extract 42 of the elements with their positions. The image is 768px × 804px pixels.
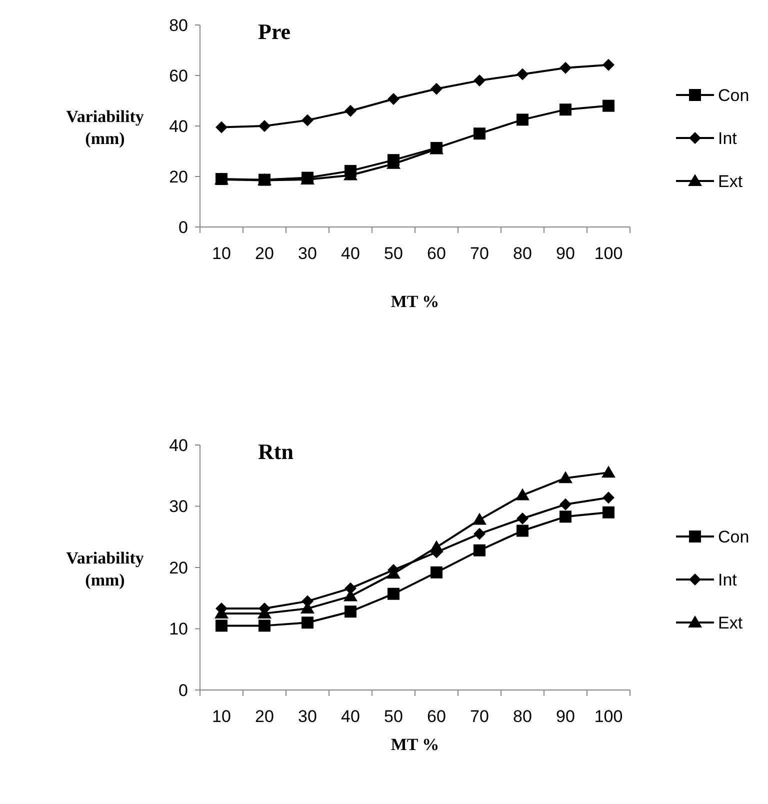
x-tick-label: 80: [513, 707, 532, 726]
y-tick-label: 60: [169, 66, 188, 86]
x-tick-label: 90: [556, 244, 575, 263]
legend-label: Ext: [718, 613, 743, 632]
legend-label: Int: [718, 570, 738, 590]
x-tick-label: 20: [255, 707, 274, 726]
y-tick-label: 20: [169, 558, 188, 578]
y-tick-label: 40: [169, 436, 188, 455]
y-axis-title: Variability (mm): [66, 548, 144, 590]
x-tick-label: 30: [298, 244, 317, 263]
x-tick-label: 50: [384, 244, 403, 263]
legend-label: Con: [718, 527, 750, 546]
x-tick-label: 10: [212, 244, 231, 263]
x-tick-label: 60: [427, 707, 446, 726]
x-tick-label: 90: [556, 707, 575, 726]
x-tick-label: 100: [594, 707, 623, 726]
x-tick-label: 50: [384, 707, 403, 726]
legend-label: Ext: [718, 172, 743, 191]
x-tick-label: 20: [255, 244, 274, 263]
x-tick-label: 40: [341, 244, 360, 263]
legend-label: Int: [718, 128, 738, 148]
legend-label: Con: [718, 86, 750, 105]
x-tick-label: 100: [594, 244, 623, 263]
x-tick-label: 40: [341, 707, 360, 726]
x-axis-title: MT %: [390, 735, 440, 754]
x-tick-label: 10: [212, 707, 231, 726]
y-tick-label: 40: [169, 116, 188, 136]
y-tick-label: 20: [169, 167, 188, 186]
y-tick-label: 0: [178, 680, 188, 700]
x-tick-label: 60: [427, 244, 446, 263]
y-axis-title: Variability (mm): [66, 107, 144, 148]
chart-title: Pre: [258, 19, 291, 44]
x-tick-label: 70: [470, 707, 489, 726]
x-tick-label: 30: [298, 707, 317, 726]
y-tick-label: 0: [178, 218, 188, 237]
x-tick-label: 80: [513, 244, 532, 263]
y-tick-label: 10: [169, 620, 188, 639]
y-tick-label: 30: [169, 497, 188, 516]
chart-title: Rtn: [258, 439, 294, 464]
x-axis-title: MT %: [390, 292, 440, 311]
x-tick-label: 70: [470, 244, 489, 263]
y-tick-label: 80: [169, 16, 188, 35]
